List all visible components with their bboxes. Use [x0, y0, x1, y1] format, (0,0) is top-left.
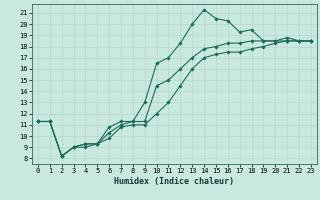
X-axis label: Humidex (Indice chaleur): Humidex (Indice chaleur) [115, 177, 234, 186]
